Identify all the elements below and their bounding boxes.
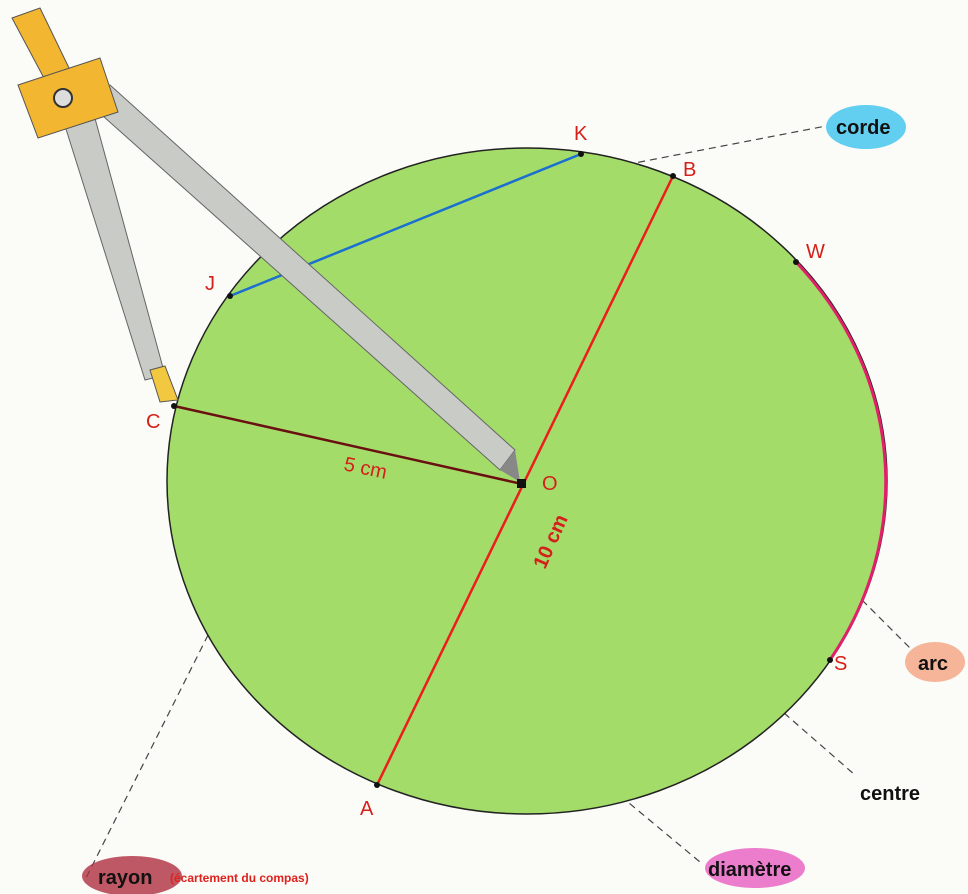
radius-label: rayon (98, 867, 152, 889)
radius (173, 404, 523, 486)
label-blob (705, 848, 805, 888)
point-markers (171, 151, 833, 788)
point-label: J (205, 273, 215, 295)
compass (11, 7, 520, 482)
point-label: S (834, 653, 847, 675)
label-blob (82, 856, 182, 894)
point-label: C (146, 411, 160, 433)
point-label: W (806, 241, 825, 263)
label-blob (905, 642, 965, 682)
diameter-label: diamètre (708, 859, 791, 881)
chord-label: corde (836, 117, 890, 139)
point-label: A (360, 798, 374, 820)
center-label: centre (860, 783, 920, 805)
guide-line (84, 441, 306, 881)
radius-note: (écartement du compas) (170, 871, 309, 885)
guide-line (444, 649, 701, 863)
point-label: K (574, 123, 588, 145)
point-label: O (542, 473, 558, 495)
guide-line (861, 599, 913, 651)
arc (794, 260, 888, 661)
label-blob (826, 105, 906, 149)
arc-label: arc (918, 653, 948, 675)
guide-line (484, 125, 827, 193)
point-label: B (683, 159, 696, 181)
